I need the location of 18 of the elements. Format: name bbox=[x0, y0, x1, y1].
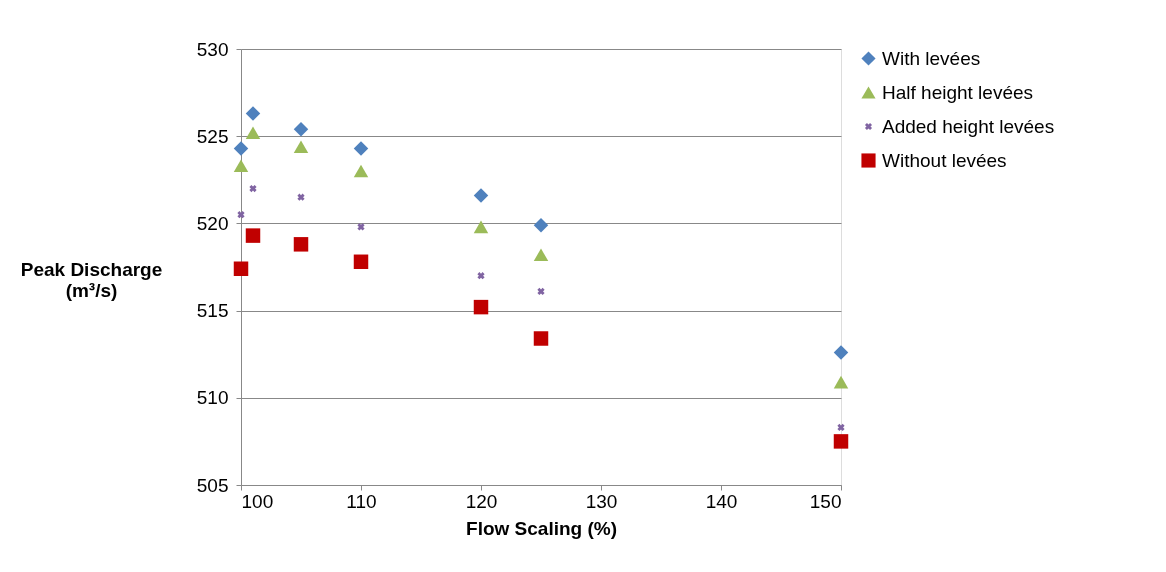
legend-label: With levées bbox=[882, 47, 981, 69]
x-tick-label: 140 bbox=[705, 490, 738, 512]
y-tick-label: 510 bbox=[196, 387, 229, 409]
y-axis-title: Peak Discharge (m³/s) bbox=[20, 258, 163, 301]
y-tick-label: 520 bbox=[196, 212, 229, 234]
x-axis-title: Flow Scaling (%) bbox=[466, 517, 617, 539]
y-tick-label: 515 bbox=[196, 300, 229, 322]
x-tick-label: 120 bbox=[465, 490, 498, 512]
y-tick-label: 525 bbox=[196, 125, 229, 147]
x-tick-label: 110 bbox=[346, 490, 377, 512]
legend-label: Without levées bbox=[882, 149, 1007, 171]
y-tick-label: 505 bbox=[196, 474, 229, 496]
x-tick-label: 100 bbox=[241, 490, 274, 512]
legend-label: Added height levées bbox=[882, 115, 1055, 137]
x-tick-label: 130 bbox=[585, 490, 618, 512]
x-tick-label: 150 bbox=[809, 490, 842, 512]
legend-label: Half height levées bbox=[882, 81, 1034, 103]
y-tick-label: 530 bbox=[196, 38, 229, 60]
